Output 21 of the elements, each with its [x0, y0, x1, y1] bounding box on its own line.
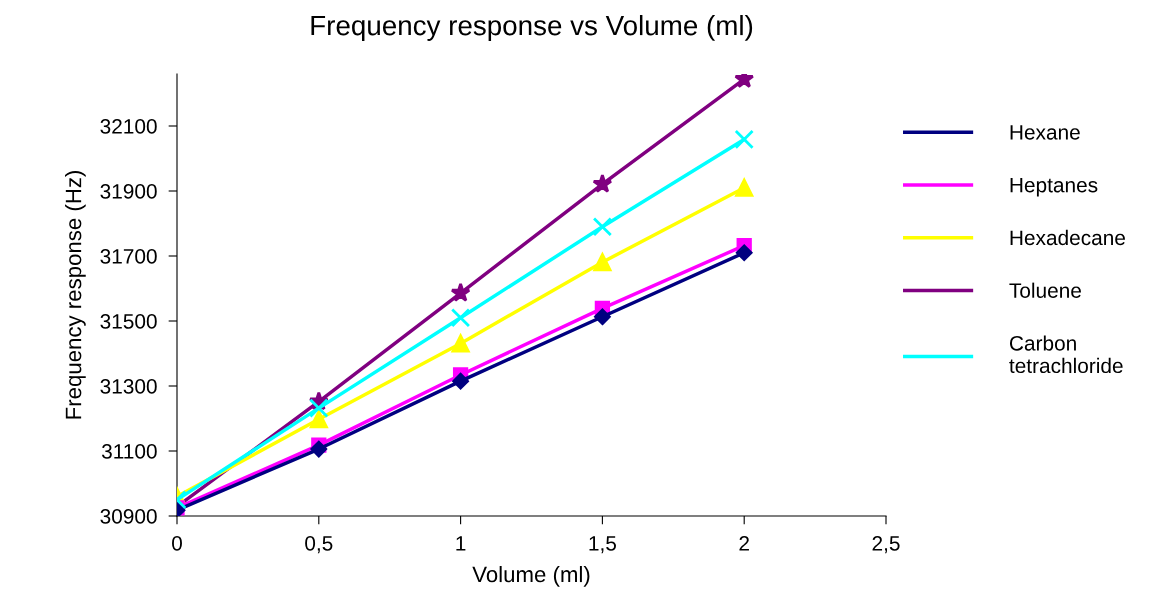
x-tick-label: 0	[172, 535, 182, 551]
y-tick-label: 31100	[101, 444, 157, 459]
y-tick-label: 31300	[100, 379, 157, 394]
chart-title: Frequency response vs Volume (ml)	[311, 14, 753, 41]
y-tick-label: 31900	[100, 184, 157, 199]
legend-label: Heptanes	[1010, 177, 1098, 197]
y-tick-label: 30900	[100, 509, 157, 524]
x-tick-label: 1	[456, 536, 466, 551]
x-axis-title: Volume (ml)	[472, 565, 590, 587]
x-tick-label: 2,5	[872, 535, 900, 554]
legend-label: Carbon tetrachloride	[1009, 335, 1123, 374]
legend-label: Hexane	[1010, 125, 1080, 140]
legend-label: Hexadecane	[1010, 229, 1125, 246]
x-tick-label: 1,5	[589, 536, 617, 554]
y-tick-label: 32100	[100, 119, 157, 134]
legend-label: Toluene	[1009, 282, 1081, 298]
y-tick-label: 31500	[100, 314, 157, 329]
x-tick-label: 2	[739, 535, 749, 551]
y-axis-title: Frequency response (Hz)	[65, 171, 86, 419]
y-tick-label: 31700	[100, 249, 157, 264]
x-tick-label: 0,5	[305, 535, 333, 554]
